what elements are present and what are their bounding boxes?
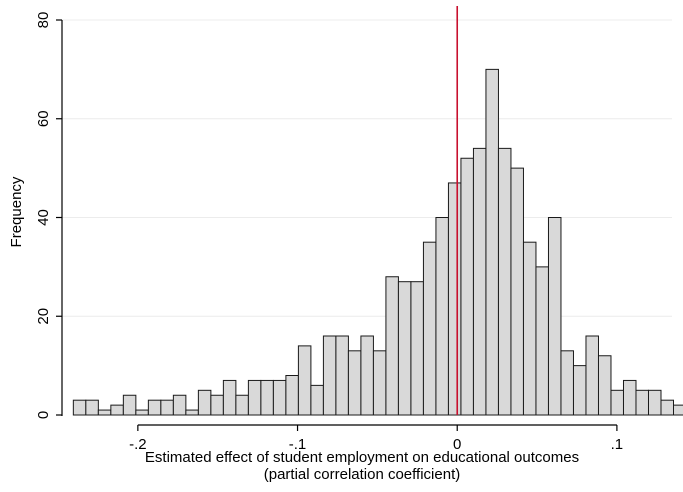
y-tick-label: 60 (35, 110, 52, 127)
histogram-bar (310, 384, 324, 416)
histogram-bar (472, 147, 487, 416)
histogram-bar (360, 335, 374, 416)
histogram-bar (85, 399, 99, 416)
histogram-bar (560, 350, 574, 416)
y-tick-label: 0 (35, 411, 52, 419)
histogram-bar (510, 167, 524, 416)
histogram-bar (160, 399, 174, 416)
y-tick-label: 40 (35, 209, 52, 226)
histogram-bar (635, 389, 649, 416)
histogram-bar (435, 217, 449, 416)
histogram-bar (673, 404, 683, 416)
histogram-bar (260, 379, 274, 416)
histogram-bar (410, 281, 424, 416)
histogram-bar (622, 379, 637, 416)
histogram-bar (335, 335, 349, 416)
histogram-bar (222, 379, 237, 416)
histogram-bar (347, 350, 362, 416)
histogram-bar (572, 365, 587, 416)
histogram-bar (522, 241, 537, 416)
histogram-bar (297, 345, 312, 416)
histogram-bar (447, 182, 462, 416)
histogram-bar (422, 241, 437, 416)
histogram-bar (210, 394, 224, 416)
y-axis-title: Frequency (8, 176, 25, 247)
histogram-bar (97, 409, 112, 416)
histogram-bar (485, 68, 499, 416)
x-axis-ticks: -.2 -.1 0 .1 (129, 425, 623, 453)
y-tick-label: 80 (35, 12, 52, 29)
histogram-bar (610, 389, 624, 416)
x-axis-subtitle: (partial correlation coefficient) (264, 466, 460, 483)
histogram-bar (385, 276, 399, 416)
histogram-bar (285, 375, 299, 416)
histogram-bar (172, 394, 187, 416)
gridlines (62, 19, 672, 317)
y-axis-ticks: 0 20 40 60 80 (35, 12, 62, 419)
x-axis-title: Estimated effect of student employment o… (145, 449, 579, 466)
histogram-bar (535, 266, 549, 416)
histogram-bar (135, 409, 149, 416)
x-tick-label: .1 (611, 436, 624, 453)
histogram-bar (585, 335, 599, 416)
histogram-bar (147, 399, 162, 416)
x-tick-label: -.2 (129, 436, 147, 453)
x-tick-label: 0 (453, 436, 461, 453)
histogram-bar (460, 157, 474, 416)
histogram-bar (122, 394, 137, 416)
y-tick-label: 20 (35, 308, 52, 325)
histogram-bar (322, 335, 337, 416)
x-tick-label: -.1 (289, 436, 307, 453)
histogram-bar (110, 404, 124, 416)
histogram-bars (72, 68, 683, 416)
histogram-bar (647, 389, 662, 416)
histogram-bar (235, 394, 249, 416)
histogram-bar (597, 355, 612, 416)
histogram-bar (547, 217, 562, 416)
histogram-bar (660, 399, 675, 416)
histogram-bar (247, 379, 262, 416)
histogram-bar (397, 281, 412, 416)
histogram-bar (497, 147, 512, 416)
histogram-bar (372, 350, 387, 416)
histogram-bar (72, 399, 87, 416)
histogram-bar (272, 379, 287, 416)
histogram-bar (185, 409, 199, 416)
histogram-bar (197, 389, 212, 416)
